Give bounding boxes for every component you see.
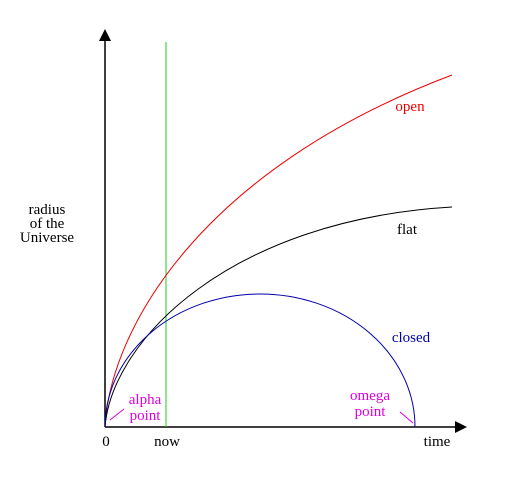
curve-label: closed <box>392 330 431 346</box>
closed-curve <box>104 293 416 428</box>
y-label: Universe <box>20 230 74 246</box>
x-label: time <box>424 434 451 450</box>
y-arrow <box>99 29 111 41</box>
flat-curve <box>104 206 453 428</box>
point-label: point <box>130 408 162 424</box>
curve-label: flat <box>397 222 418 238</box>
alpha-pointer <box>109 408 125 421</box>
y-label: of the <box>30 216 65 232</box>
point-label: point <box>355 404 387 420</box>
omega-pointer <box>399 411 414 424</box>
point-label: omega <box>350 388 390 404</box>
open-curve <box>104 74 453 428</box>
curve-label: open <box>395 99 425 115</box>
point-label: alpha <box>129 392 162 408</box>
now-label: now <box>154 434 180 450</box>
x-arrow <box>455 421 467 433</box>
origin-label: 0 <box>102 434 110 450</box>
y-label: radius <box>29 202 66 218</box>
